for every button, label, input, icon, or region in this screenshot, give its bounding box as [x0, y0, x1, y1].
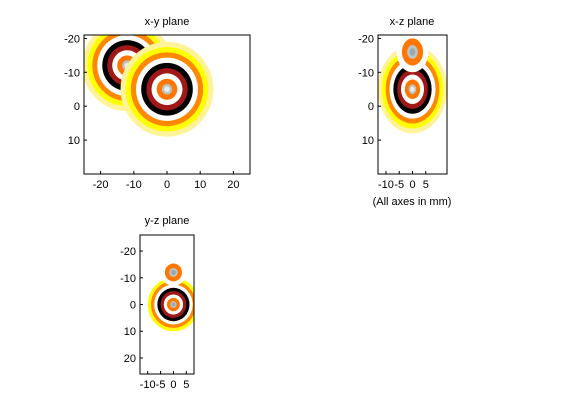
y-tick-label: -10 [64, 67, 80, 79]
x-tick-label: -5 [156, 379, 166, 391]
y-tick-label: 10 [362, 135, 374, 147]
xy-plane-ticks: -20 -10 0 10 20 -20 -10 0 10 [64, 33, 239, 191]
y-tick-label: -20 [358, 33, 374, 45]
source-center-1 [409, 48, 416, 56]
y-tick-label: 0 [130, 300, 136, 312]
axes-units-note: (All axes in mm) [373, 196, 452, 208]
yz-plane-image [147, 259, 194, 332]
source-center-1 [171, 269, 176, 275]
xy-plane-panel: x-y plane -20 -10 0 10 20 -20 -10 0 10 [64, 16, 251, 191]
x-tick-label: -5 [394, 179, 404, 191]
y-tick-label: 20 [124, 353, 136, 365]
yz-plane-title: y-z plane [145, 215, 190, 227]
source-center-0 [410, 86, 415, 92]
y-tick-label: 0 [74, 101, 80, 113]
y-tick-label: -10 [120, 273, 136, 285]
y-tick-label: 10 [68, 135, 80, 147]
y-tick-label: -10 [358, 67, 374, 79]
x-tick-label: 0 [170, 379, 176, 391]
x-tick-label: -20 [93, 179, 109, 191]
y-tick-label: -20 [120, 246, 136, 258]
x-tick-label: 10 [194, 179, 206, 191]
y-tick-label: -20 [64, 33, 80, 45]
x-tick-label: -10 [378, 179, 394, 191]
x-tick-label: 20 [227, 179, 239, 191]
xz-plane-image [378, 35, 447, 134]
y-tick-label: 10 [124, 326, 136, 338]
xz-plane-title: x-z plane [390, 16, 435, 28]
x-tick-label: -10 [140, 379, 156, 391]
x-tick-label: 5 [183, 379, 189, 391]
x-tick-label: 0 [409, 179, 415, 191]
xy-plane-title: x-y plane [145, 16, 190, 28]
y-tick-label: 0 [368, 101, 374, 113]
x-tick-label: 5 [423, 179, 429, 191]
xy-plane-image [84, 35, 214, 137]
source-center-0 [171, 302, 176, 307]
source-center-1 [164, 86, 170, 93]
x-tick-label: 0 [164, 179, 170, 191]
x-tick-label: -10 [126, 179, 142, 191]
